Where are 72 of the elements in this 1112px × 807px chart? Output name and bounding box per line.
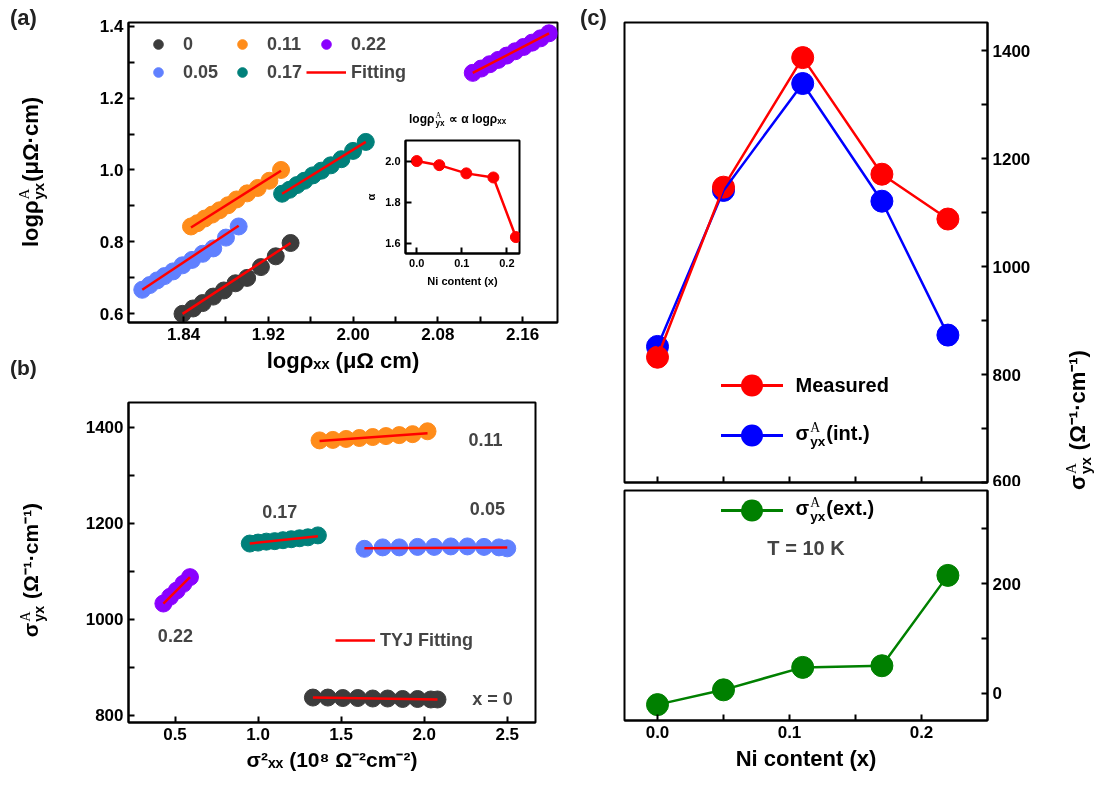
point [356,132,375,151]
x-tick-label: 0.0 [409,256,425,269]
point [646,693,669,717]
y2-tick-label: 600 [992,471,1021,491]
legend-label: 0.22 [351,33,387,55]
y-tick-label: 800 [95,706,124,726]
x-tick-label: 0.1 [777,722,802,742]
y-tick-label: 1.4 [99,17,125,37]
y2-tick-label: 0 [992,684,1002,704]
legend-label: TYJ Fitting [380,629,473,651]
point [646,345,669,369]
point [870,189,894,213]
y-tick-label: 1400 [85,418,124,438]
legend-label: 0.11 [267,33,302,55]
y-tick-label: 0.8 [99,232,124,252]
y2-tick-label: 1400 [992,41,1031,61]
y2-tick-label: 1000 [992,257,1031,277]
y-tick-label: 1.0 [99,160,124,180]
x-tick-label: 2.08 [421,324,455,344]
y-tick-label: 1.6 [385,237,401,250]
y-axis-title: α [365,193,378,201]
y2-tick-label: 200 [992,574,1021,594]
x-tick-label: 2.0 [412,724,437,744]
x-tick-label: 2.5 [495,724,520,744]
x-tick-label: 1.5 [329,724,353,744]
y-tick-label: 1000 [85,610,124,630]
annotation: T = 10 K [767,537,846,559]
y2-tick-label: 1200 [992,149,1031,169]
x-tick-label: 0.5 [163,724,187,744]
y-tick-label: 1200 [85,514,124,534]
x-tick-label: 0.2 [909,722,934,742]
chart-title: (a) [10,5,37,31]
legend-label: Measured [795,373,889,397]
y-axis-title: logρAyx(μΩ·cm) [16,96,47,248]
series-label: 0.11 [468,429,503,450]
x-tick-label: 2.00 [336,324,370,344]
y-tick-label: 1.8 [385,196,401,209]
series-label: 0.17 [262,501,298,522]
x-axis-title: Ni content (x) [427,274,498,287]
series-label: 0.22 [157,626,193,647]
y-axis-title: σAyx (Ω⁻¹·cm⁻¹) [16,502,47,638]
point [936,207,960,231]
legend-label: 0.05 [183,61,219,83]
legend-label: Fitting [351,61,407,83]
y-tick-label: 2.0 [385,155,401,168]
x-tick-label: 1.84 [167,324,201,344]
point [229,217,248,236]
series-label: x = 0 [472,689,513,710]
legend-label: 0 [183,33,194,55]
point [180,568,199,587]
chart-title: (b) [10,355,37,381]
point [936,323,960,347]
x-axis-title: logρₓₓ (μΩ cm) [266,347,420,373]
y2-axis-title: σAyx (Ω⁻¹·cm⁻¹) [1063,350,1094,490]
x-axis-title: Ni content (x) [735,745,877,771]
x-tick-label: 0.1 [454,256,470,269]
y-tick-label: 1.2 [99,89,124,109]
x-tick-label: 2.16 [506,324,540,344]
x-tick-label: 1.92 [251,324,285,344]
x-tick-label: 0.2 [499,256,515,269]
y2-tick-label: 800 [992,365,1021,385]
x-tick-label: 0.0 [645,722,670,742]
y-tick-label: 0.6 [99,304,124,324]
legend-label: 0.17 [267,61,303,83]
point [272,161,291,179]
point [870,654,894,678]
x-axis-title: σ²ₓₓ (10⁸ Ω⁻²cm⁻²) [246,747,418,771]
chart-title: (c) [580,5,607,31]
point [540,24,558,43]
point [936,563,960,587]
x-tick-label: 1.0 [246,724,270,744]
series-label: 0.05 [469,498,505,519]
